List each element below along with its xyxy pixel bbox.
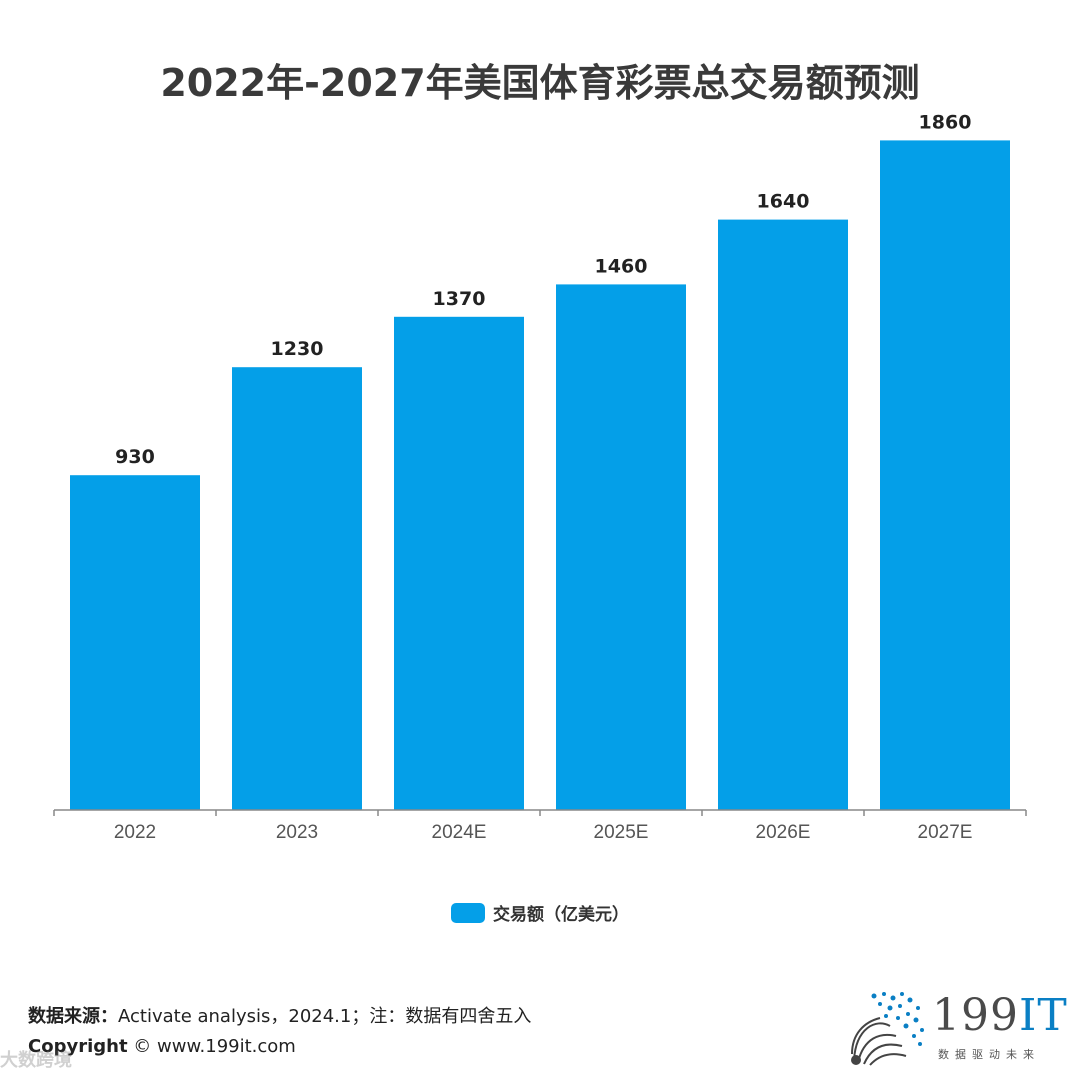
x-tick-label: 2024E (432, 822, 487, 843)
legend-swatch (451, 902, 485, 923)
x-tick-label: 2022 (114, 822, 156, 843)
x-tick-label: 2026E (756, 822, 811, 843)
logo-wordmark: 199IT (932, 990, 1068, 1041)
data-source-text: Activate analysis，2024.1；注：数据有四舍五入 (118, 1006, 532, 1027)
chart-title: 2022年-2027年美国体育彩票总交易额预测 (160, 61, 920, 105)
data-label: 1370 (433, 288, 486, 310)
data-label: 930 (115, 446, 155, 468)
bar-2023 (232, 367, 362, 810)
bar-2026E (718, 219, 848, 811)
copyright-label: Copyright (28, 1036, 128, 1057)
bar-2027E (880, 140, 1010, 810)
x-tick-label: 2027E (918, 822, 973, 843)
legend-label: 交易额（亿美元） (493, 905, 629, 925)
data-label: 1860 (919, 111, 972, 133)
copyright: Copyright © www.199it.com (28, 1036, 296, 1057)
data-source-label: 数据来源： (28, 1006, 118, 1027)
legend: 交易额（亿美元） (0, 900, 1080, 925)
x-tick-label: 2023 (276, 822, 318, 843)
data-source: 数据来源：Activate analysis，2024.1；注：数据有四舍五入 (28, 1002, 531, 1028)
data-label: 1460 (595, 255, 648, 277)
data-label: 1230 (271, 338, 324, 360)
logo-dots-icon (851, 992, 924, 1066)
logo-tagline: 数据驱动未来 (938, 1048, 1040, 1061)
bar-2024E (394, 316, 524, 810)
data-label: 1640 (757, 191, 810, 213)
x-tick-label: 2025E (594, 822, 649, 843)
brand-logo: 199IT 数据驱动未来 (846, 988, 1068, 1068)
watermark: 大数跨境 (0, 1050, 72, 1071)
bar-2025E (556, 284, 686, 810)
bar-2022 (70, 475, 200, 810)
copyright-text: © www.199it.com (133, 1036, 296, 1057)
